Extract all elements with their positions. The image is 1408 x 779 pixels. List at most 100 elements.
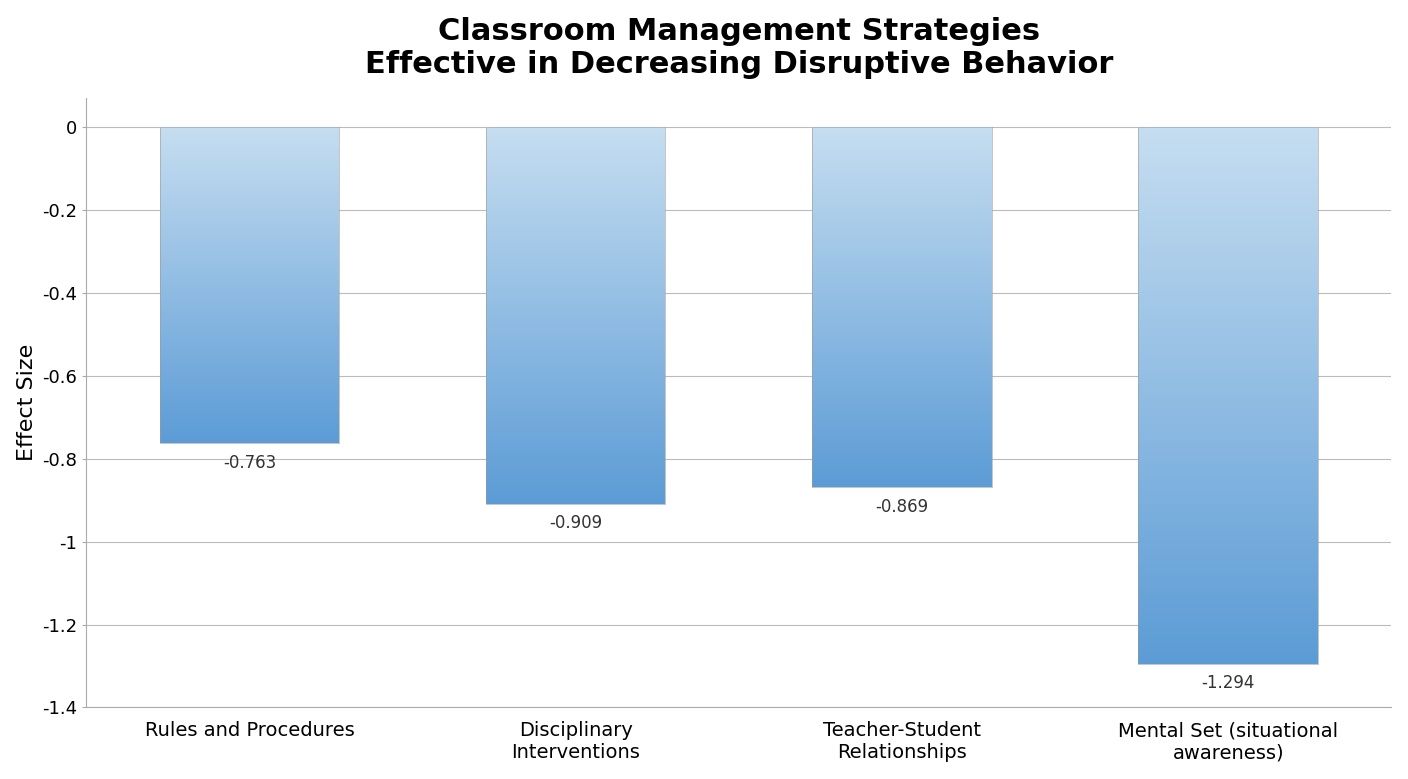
Bar xyxy=(1139,258,1318,259)
Bar xyxy=(812,470,991,471)
Bar xyxy=(159,368,339,370)
Bar xyxy=(812,184,991,185)
Bar xyxy=(159,378,339,379)
Bar xyxy=(159,287,339,288)
Bar xyxy=(486,270,666,272)
Bar xyxy=(159,395,339,396)
Bar xyxy=(486,247,666,248)
Bar xyxy=(812,139,991,140)
Bar xyxy=(486,217,666,219)
Bar xyxy=(1139,610,1318,612)
Bar xyxy=(812,318,991,319)
Bar xyxy=(1139,629,1318,631)
Bar xyxy=(486,307,666,308)
Bar xyxy=(812,291,991,293)
Bar xyxy=(159,196,339,197)
Bar xyxy=(1139,217,1318,218)
Bar xyxy=(1139,308,1318,309)
Bar xyxy=(812,293,991,294)
Bar xyxy=(1139,487,1318,488)
Bar xyxy=(812,252,991,253)
Bar xyxy=(159,260,339,261)
Bar xyxy=(486,379,666,381)
Bar xyxy=(1139,295,1318,297)
Bar xyxy=(486,372,666,373)
Bar xyxy=(1139,136,1318,138)
Bar xyxy=(159,224,339,225)
Bar xyxy=(159,209,339,210)
Bar xyxy=(812,144,991,145)
Bar xyxy=(1139,326,1318,327)
Bar xyxy=(159,186,339,188)
Bar xyxy=(812,180,991,182)
Bar xyxy=(812,335,991,337)
Bar xyxy=(486,321,666,322)
Bar xyxy=(486,292,666,293)
Bar xyxy=(159,401,339,403)
Bar xyxy=(812,466,991,467)
Bar xyxy=(486,365,666,366)
Bar xyxy=(812,377,991,378)
Bar xyxy=(1139,256,1318,258)
Bar xyxy=(159,228,339,230)
Bar xyxy=(159,341,339,342)
Bar xyxy=(159,259,339,260)
Bar xyxy=(812,428,991,430)
Bar xyxy=(486,319,666,321)
Bar xyxy=(159,143,339,144)
Bar xyxy=(812,361,991,362)
Bar xyxy=(486,434,666,435)
Bar xyxy=(159,192,339,194)
Bar xyxy=(812,360,991,361)
Bar xyxy=(812,190,991,191)
Bar xyxy=(159,300,339,301)
Bar xyxy=(812,209,991,210)
Bar xyxy=(486,368,666,369)
Bar xyxy=(1139,263,1318,265)
Bar xyxy=(1139,167,1318,168)
Bar xyxy=(486,291,666,292)
Bar xyxy=(486,287,666,288)
Bar xyxy=(159,201,339,202)
Bar xyxy=(1139,460,1318,461)
Bar xyxy=(486,386,666,387)
Bar xyxy=(812,269,991,270)
Bar xyxy=(812,234,991,235)
Bar xyxy=(486,502,666,504)
Bar xyxy=(159,179,339,180)
Bar xyxy=(1139,422,1318,424)
Bar xyxy=(159,342,339,344)
Bar xyxy=(159,297,339,298)
Bar xyxy=(812,322,991,323)
Bar xyxy=(159,370,339,371)
Bar xyxy=(812,344,991,346)
Bar xyxy=(812,420,991,421)
Bar xyxy=(1139,383,1318,385)
Bar xyxy=(1139,636,1318,639)
Bar xyxy=(486,467,666,469)
Bar xyxy=(1139,456,1318,458)
Bar xyxy=(486,404,666,405)
Bar xyxy=(486,295,666,297)
Bar xyxy=(159,436,339,437)
Bar xyxy=(486,340,666,342)
Bar xyxy=(1139,270,1318,272)
Bar xyxy=(486,288,666,289)
Bar xyxy=(159,421,339,422)
Bar xyxy=(486,155,666,156)
Bar xyxy=(1139,615,1318,617)
Bar xyxy=(159,349,339,350)
Bar xyxy=(812,135,991,136)
Bar xyxy=(812,206,991,208)
Bar xyxy=(486,367,666,368)
Bar xyxy=(1139,566,1318,567)
Bar xyxy=(486,435,666,436)
Bar xyxy=(1139,651,1318,653)
Bar xyxy=(1139,428,1318,429)
Bar xyxy=(812,373,991,375)
Bar xyxy=(486,469,666,470)
Bar xyxy=(159,146,339,147)
Bar xyxy=(812,365,991,366)
Bar xyxy=(486,277,666,278)
Bar xyxy=(812,229,991,231)
